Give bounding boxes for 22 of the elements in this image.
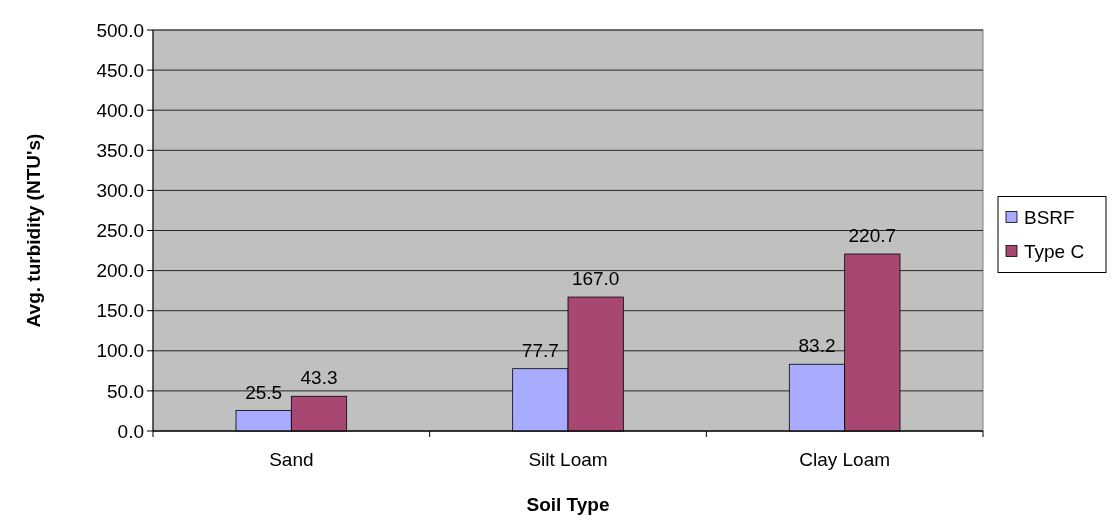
legend-label: Type C <box>1024 241 1085 263</box>
legend-label: BSRF <box>1024 207 1075 229</box>
data-label: 43.3 <box>300 367 338 389</box>
y-axis-title: Avg. turbidity (NTU's) <box>23 133 44 328</box>
x-axis-title: Soil Type <box>526 494 610 515</box>
y-tick-label: 250.0 <box>96 220 144 242</box>
y-tick-label: 150.0 <box>96 300 144 322</box>
y-tick-label: 50.0 <box>107 380 144 402</box>
x-tick-label: Silt Loam <box>528 449 608 470</box>
y-tick-label: 200.0 <box>96 260 144 282</box>
y-tick-label: 0.0 <box>117 420 144 442</box>
y-tick-label: 350.0 <box>96 139 144 161</box>
data-label: 167.0 <box>571 268 620 290</box>
y-tick-label: 300.0 <box>96 180 144 202</box>
x-tick-label: Sand <box>269 449 314 470</box>
y-tick-label: 450.0 <box>96 59 144 81</box>
data-label: 220.7 <box>848 225 897 246</box>
y-tick-label: 100.0 <box>96 340 144 362</box>
data-label: 25.5 <box>245 381 283 403</box>
x-tick-label: Clay Loam <box>799 449 891 470</box>
y-tick-label: 500.0 <box>96 19 144 41</box>
y-tick-label: 400.0 <box>96 99 144 121</box>
